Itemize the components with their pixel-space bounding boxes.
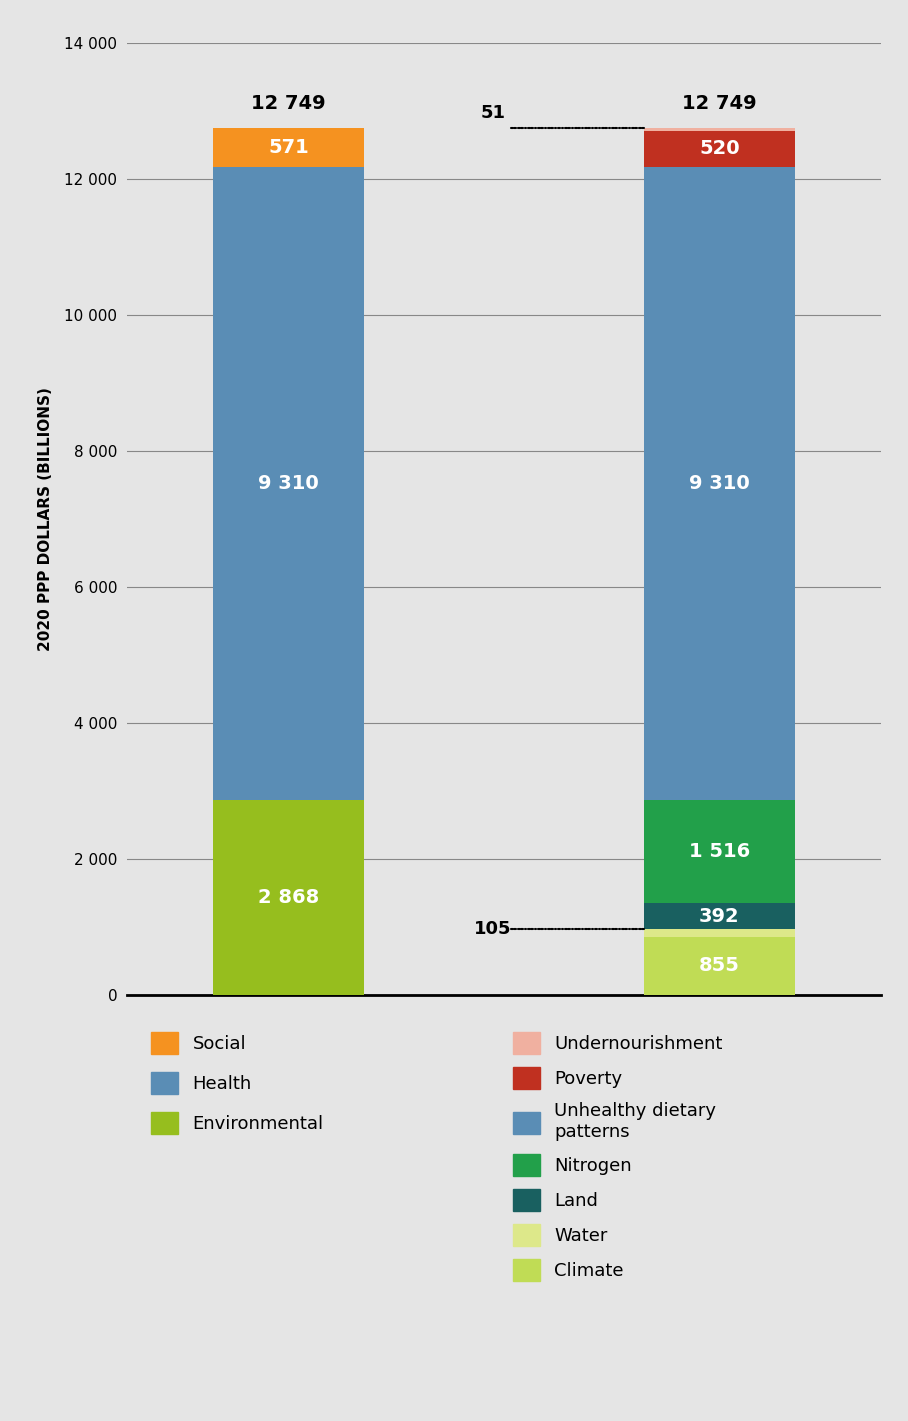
Text: 9 310: 9 310 — [689, 473, 750, 493]
Bar — [644, 936, 794, 995]
Bar — [644, 166, 794, 800]
Bar — [644, 131, 794, 166]
Bar — [644, 902, 794, 929]
Text: 2 868: 2 868 — [258, 888, 320, 907]
Text: 105: 105 — [474, 921, 512, 938]
Bar — [644, 800, 794, 902]
Bar — [213, 128, 364, 166]
Text: 571: 571 — [268, 138, 309, 156]
Legend: Undernourishment, Poverty, Unhealthy dietary
patterns, Nitrogen, Land, Water, Cl: Undernourishment, Poverty, Unhealthy die… — [513, 1032, 723, 1282]
Y-axis label: 2020 PPP DOLLARS (BILLIONS): 2020 PPP DOLLARS (BILLIONS) — [38, 387, 54, 651]
Text: 392: 392 — [699, 907, 740, 925]
Bar — [213, 166, 364, 800]
Bar — [644, 929, 794, 936]
Bar — [213, 800, 364, 995]
Text: 1 516: 1 516 — [688, 841, 750, 861]
Text: 12 749: 12 749 — [682, 94, 756, 112]
Text: 520: 520 — [699, 139, 740, 158]
Text: 51: 51 — [480, 104, 506, 122]
Text: 9 310: 9 310 — [258, 473, 319, 493]
Text: 12 749: 12 749 — [252, 94, 326, 112]
Text: 855: 855 — [699, 956, 740, 975]
Bar — [644, 128, 794, 131]
